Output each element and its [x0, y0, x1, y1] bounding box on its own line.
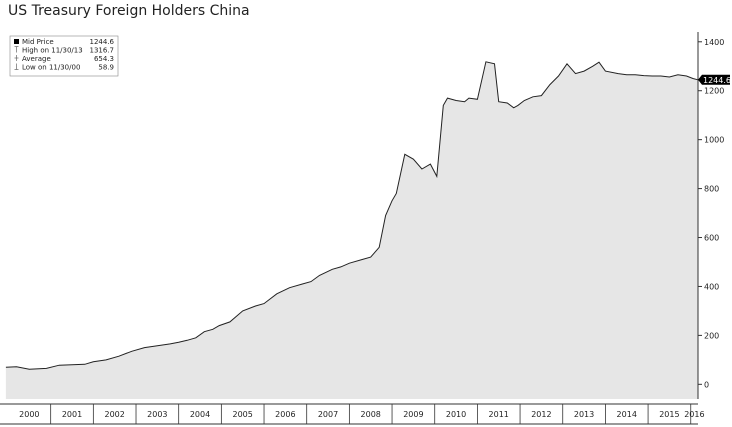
- x-tick-label: 2007: [318, 410, 338, 419]
- series-layer: [5, 61, 699, 400]
- y-tick-label: 800: [704, 185, 719, 194]
- x-tick-label: 2009: [403, 410, 423, 419]
- legend-label: Low on 11/30/00: [22, 64, 80, 72]
- x-tick-label: 2013: [574, 410, 594, 419]
- series-line-0: [5, 61, 699, 370]
- legend-marker-square-icon: [14, 39, 19, 44]
- x-tick-label: 2014: [617, 410, 637, 419]
- x-tick-label: 2005: [233, 410, 253, 419]
- x-tick-label: 2004: [190, 410, 210, 419]
- series-area-0: [5, 61, 698, 400]
- legend-label: High on 11/30/13: [22, 47, 83, 55]
- y-tick-label: 600: [704, 234, 719, 243]
- x-tick-label: 2006: [275, 410, 295, 419]
- legend-value: 58.9: [98, 64, 114, 72]
- x-tick-label: 2012: [531, 410, 551, 419]
- legend-value: 654.3: [94, 55, 114, 63]
- x-tick-label: 2002: [104, 410, 124, 419]
- legend-label: Mid Price: [22, 38, 54, 46]
- x-tick-label: 2003: [147, 410, 167, 419]
- axes-layer: 0 200 400 600 800 1000 1200 1400 2000 2001 2002 200…: [0, 32, 724, 425]
- chart-title: US Treasury Foreign Holders China: [8, 3, 250, 19]
- legend: Mid Price 1244.6 High on 11/30/13 1316.7 Ave…: [9, 35, 119, 77]
- legend-value: 1316.7: [90, 47, 115, 55]
- y-tick-label: 1200: [704, 87, 724, 96]
- y-tick-label: 400: [704, 282, 719, 291]
- last-value-badge: 1244.6: [698, 74, 731, 85]
- last-value-badge-shape: [698, 74, 730, 85]
- y-tick-label: 1400: [704, 38, 724, 47]
- y-tick-label: 1000: [704, 136, 724, 145]
- x-tick-label: 2011: [489, 410, 509, 419]
- last-value-label: 1244.6: [703, 76, 731, 85]
- x-tick-label: 2008: [361, 410, 381, 419]
- legend-label: Average: [22, 55, 51, 63]
- x-tick-label: 2016: [684, 410, 704, 419]
- legend-value: 1244.6: [90, 38, 115, 46]
- legend-box: [9, 35, 119, 77]
- x-tick-label: 2001: [62, 410, 82, 419]
- x-tick-label: 2015: [659, 410, 679, 419]
- y-tick-label: 200: [704, 331, 719, 340]
- x-tick-label: 2010: [446, 410, 466, 419]
- y-tick-label: 0: [704, 380, 709, 389]
- x-tick-label: 2000: [19, 410, 39, 419]
